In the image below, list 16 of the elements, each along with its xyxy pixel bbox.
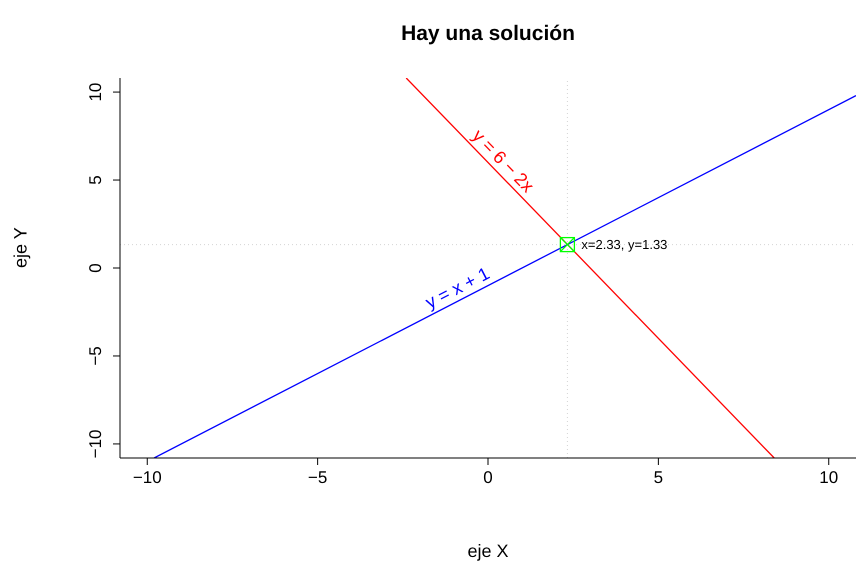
x-tick-label: 5 (654, 468, 664, 488)
x-tick-label: −10 (132, 468, 162, 488)
x-tick-label: 0 (483, 468, 493, 488)
chart-title: Hay una solución (401, 22, 575, 45)
y-axis-title: eje Y (10, 227, 30, 268)
x-axis-title: eje X (467, 541, 509, 561)
y-tick-label: 5 (86, 175, 105, 185)
x-tick-label: −5 (308, 468, 328, 488)
text: y = 6 − 2x (468, 126, 538, 196)
x-tick-label: 10 (819, 468, 838, 488)
y-tick-label: −10 (86, 430, 105, 458)
text: y = x + 1 (422, 263, 493, 313)
annotation: x=2.33, y=1.33 (581, 237, 668, 252)
y-tick-label: 0 (86, 263, 105, 273)
y-tick-label: 10 (86, 82, 105, 102)
y-tick-label: −5 (86, 346, 105, 366)
